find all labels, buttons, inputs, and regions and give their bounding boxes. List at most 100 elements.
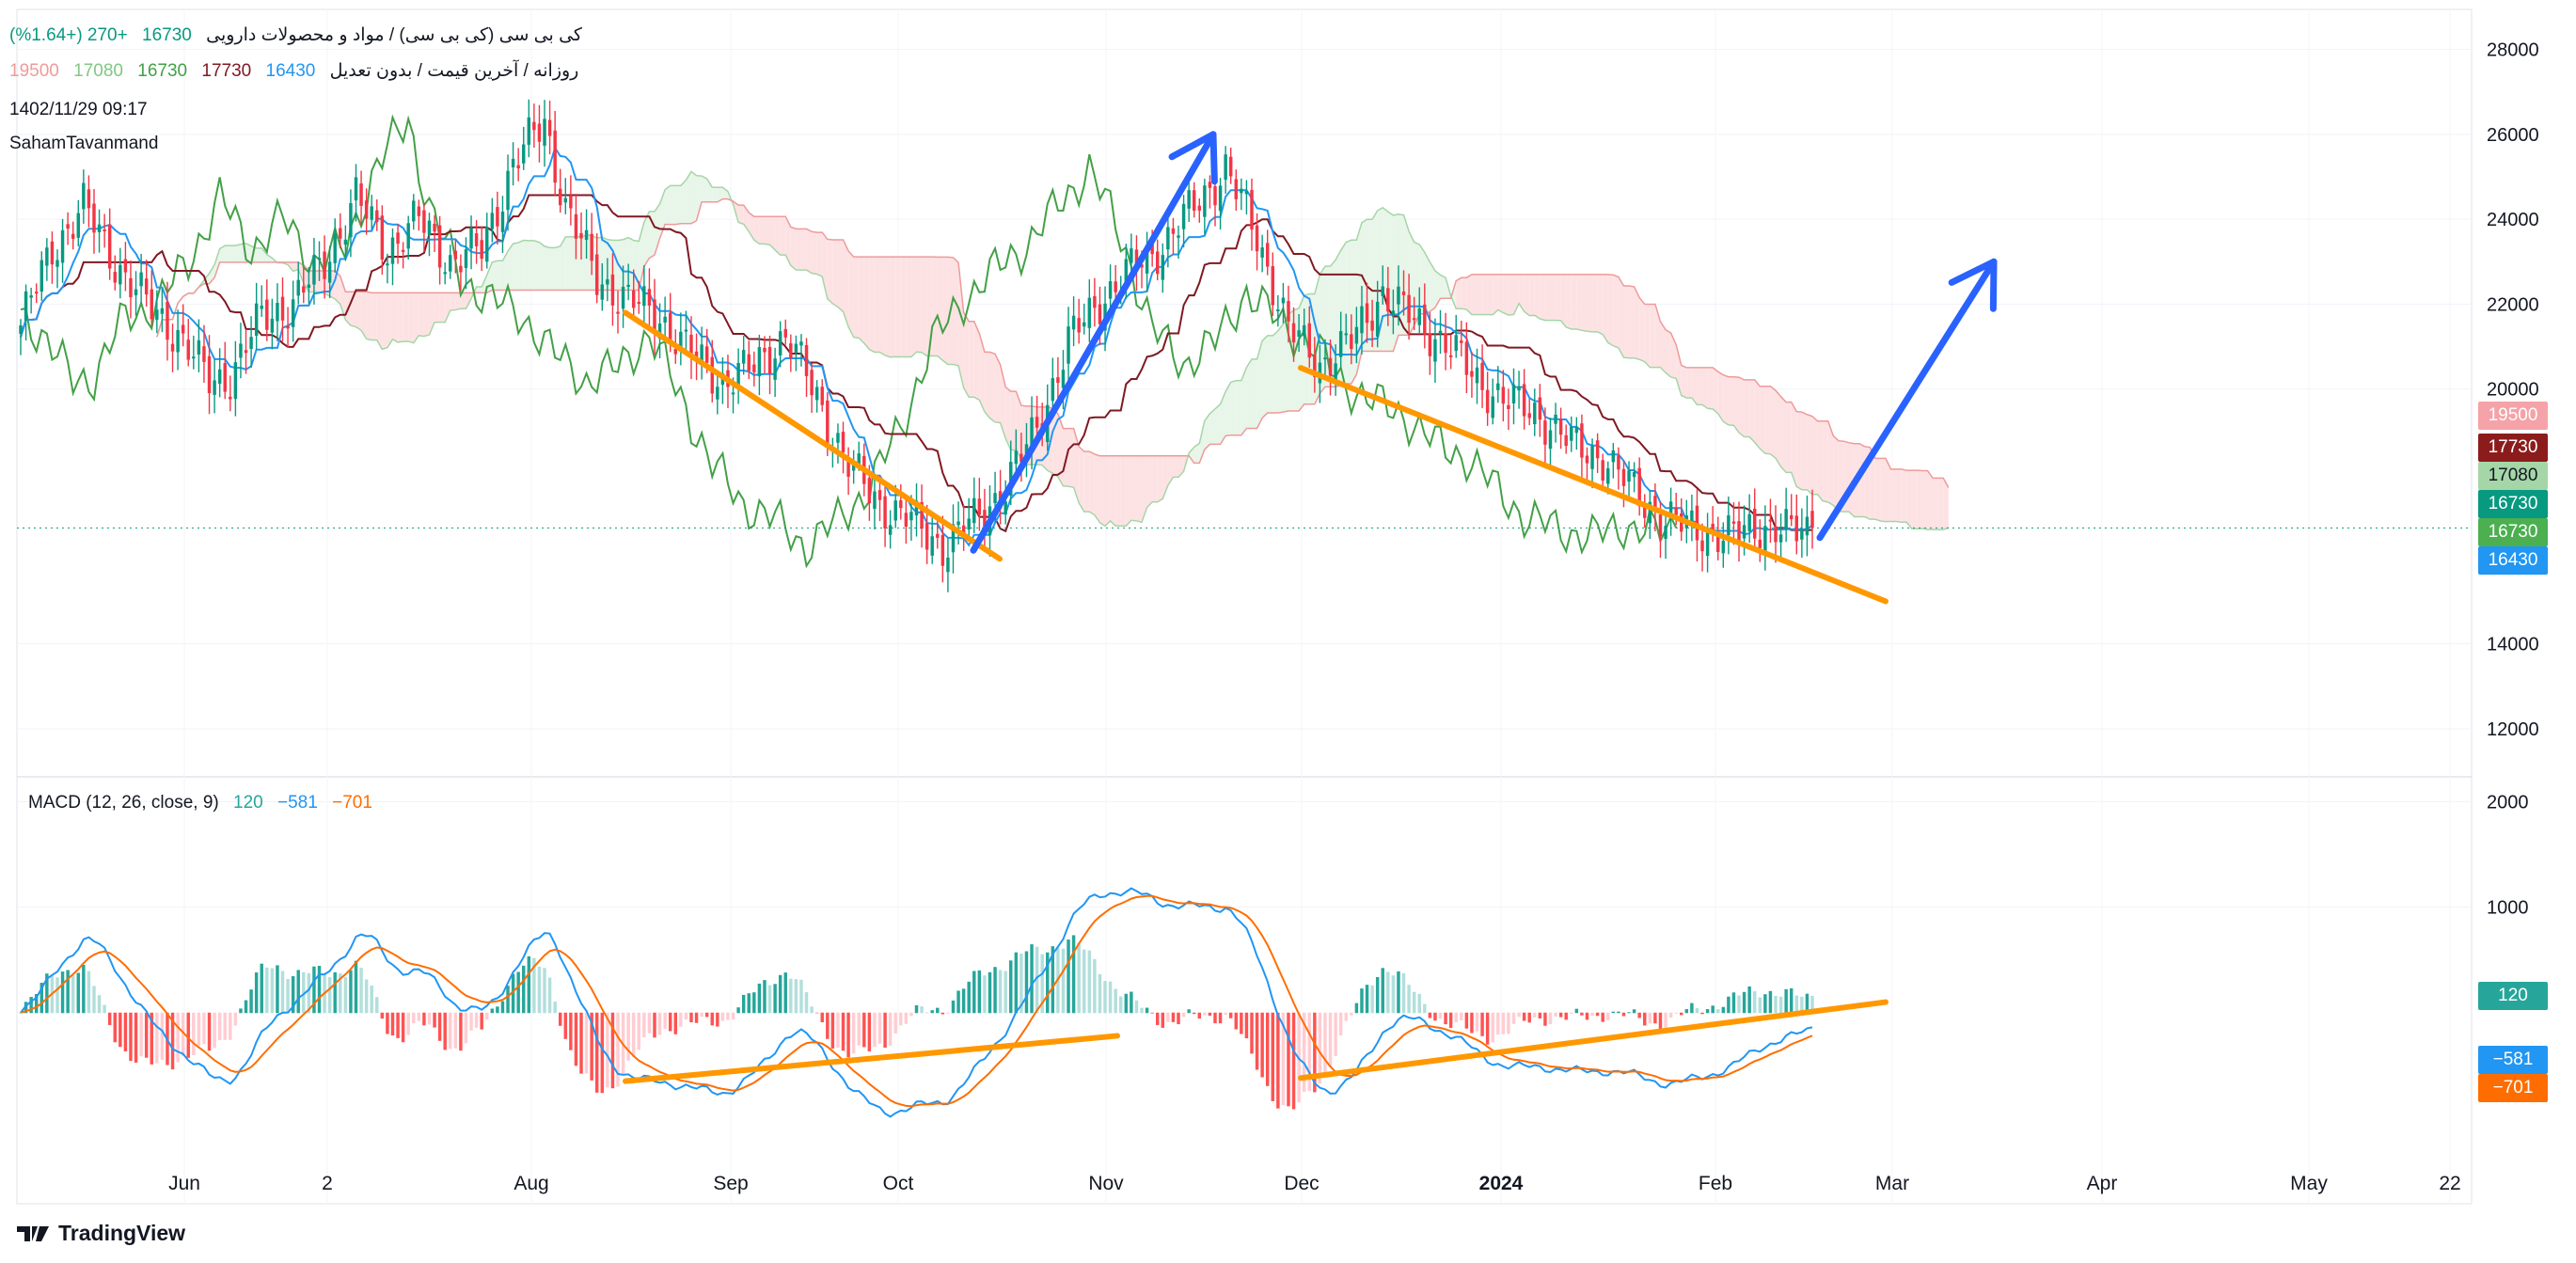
candle-body [1533,403,1537,425]
candle-body [600,284,605,300]
macd-histogram-bar [76,972,80,1014]
candle-body [993,493,997,503]
badge-kijun: 17730 [2478,434,2548,462]
macd-histogram-bar [710,1012,714,1026]
candle-body [1271,266,1274,306]
macd-histogram-bar [123,1012,128,1051]
macd-histogram-bar [773,984,777,1014]
macd-histogram-bar [883,1012,887,1049]
macd-histogram-bar [60,971,65,1014]
candle-body [584,229,589,240]
candle-body [647,289,652,306]
macd-histogram-bar [851,1012,856,1054]
badge-senkou-a: 17080 [2478,462,2548,490]
ichimoku-cloud-segment [1937,478,1944,530]
macd-histogram-bar [197,1012,201,1046]
ichimoku-cloud-segment [1812,416,1818,495]
macd-histogram-bar [1035,946,1039,1014]
macd-histogram-bar [291,976,295,1014]
macd-histogram-bar [1397,971,1400,1014]
candle-body [710,356,714,394]
ichimoku-cloud-segment [1052,408,1058,478]
macd-histogram-bar [930,1010,934,1014]
candle-body [814,387,819,401]
candle-body [1789,514,1794,520]
macd-histogram-bar [637,1012,641,1050]
candle-body [19,325,23,335]
ichimoku-cloud-segment [1351,240,1357,385]
macd-histogram-bar [1737,995,1741,1014]
time-tick-label: 22 [2439,1173,2460,1194]
ichimoku-senkou-b-value: 19500 [9,61,59,81]
candle-body [1674,507,1678,515]
macd-histogram-bar [370,986,373,1014]
ichimoku-cloud-segment [1544,274,1551,321]
candle-body [820,387,824,405]
macd-histogram-bar [92,986,96,1014]
ichimoku-cloud-segment [1550,274,1557,321]
macd-histogram-bar [1533,1012,1537,1018]
macd-histogram-bar [202,1012,206,1045]
macd-histogram-bar [673,1012,677,1034]
candle-body [1721,541,1726,554]
ichimoku-cloud-segment [1859,443,1865,517]
macd-histogram-bar [1680,1012,1683,1016]
ichimoku-cloud-segment [560,236,566,291]
macd-histogram-bar [1643,1012,1647,1026]
candle-body [339,228,342,239]
macd-histogram-bar [97,995,102,1014]
ichimoku-cloud-segment [1330,260,1336,387]
candle-body [1177,235,1180,238]
ichimoku-cloud-segment [1848,442,1855,517]
macd-histogram-bar [1700,1012,1704,1015]
macd-histogram-bar [150,1012,153,1065]
macd-histogram-bar [1768,990,1773,1014]
candle-body [1621,468,1626,486]
ichimoku-cloud-segment [435,292,440,323]
candle-body [123,259,128,273]
candle-body [412,200,416,222]
ichimoku-cloud-segment [639,222,644,291]
ichimoku-cloud-segment [853,257,860,339]
candle-body [506,170,510,211]
ichimoku-cloud-segment [1110,455,1116,527]
candle-body [1627,470,1631,482]
ichimoku-cloud-segment [780,216,786,256]
candle-body [559,188,562,206]
macd-histogram-bar [1470,1012,1474,1034]
candle-body [34,292,39,294]
candle-body [1438,330,1443,334]
ichimoku-cloud-segment [1508,274,1514,315]
candle-body [417,206,421,216]
candle-body [1291,323,1296,343]
author-label: SahamTavanmand [9,134,159,153]
ichimoku-cloud-segment [973,321,980,401]
ichimoku-cloud-segment [419,292,424,337]
candle-body [233,362,238,400]
candle-body [1035,417,1039,428]
ichimoku-cloud-segment [1870,447,1875,520]
candle-body [1731,521,1736,524]
candle-body [1810,511,1814,529]
candle-body [270,318,275,333]
ichimoku-cloud-segment [1246,358,1252,429]
macd-line-value: −581 [277,793,318,813]
ichimoku-cloud-segment [1487,274,1493,315]
ichimoku-cloud-segment [1670,333,1677,379]
macd-histogram-bar [626,1012,630,1061]
macd-histogram-bar [1480,1012,1484,1036]
ichimoku-cloud-segment [1267,335,1273,414]
candle-body [1517,386,1521,391]
macd-histogram-bar [1668,1012,1673,1018]
tradingview-logo[interactable]: TradingView [17,1221,185,1246]
candle-body [45,247,49,266]
macd-histogram-bar [107,1012,112,1025]
candle-body [155,309,159,321]
ichimoku-cloud-segment [1770,386,1777,459]
candle-body [1412,318,1416,321]
ichimoku-cloud-segment [1456,277,1462,309]
ichimoku-cloud-segment [869,257,875,353]
ichimoku-cloud-segment [1597,274,1604,335]
ichimoku-cloud-segment [1393,213,1399,352]
